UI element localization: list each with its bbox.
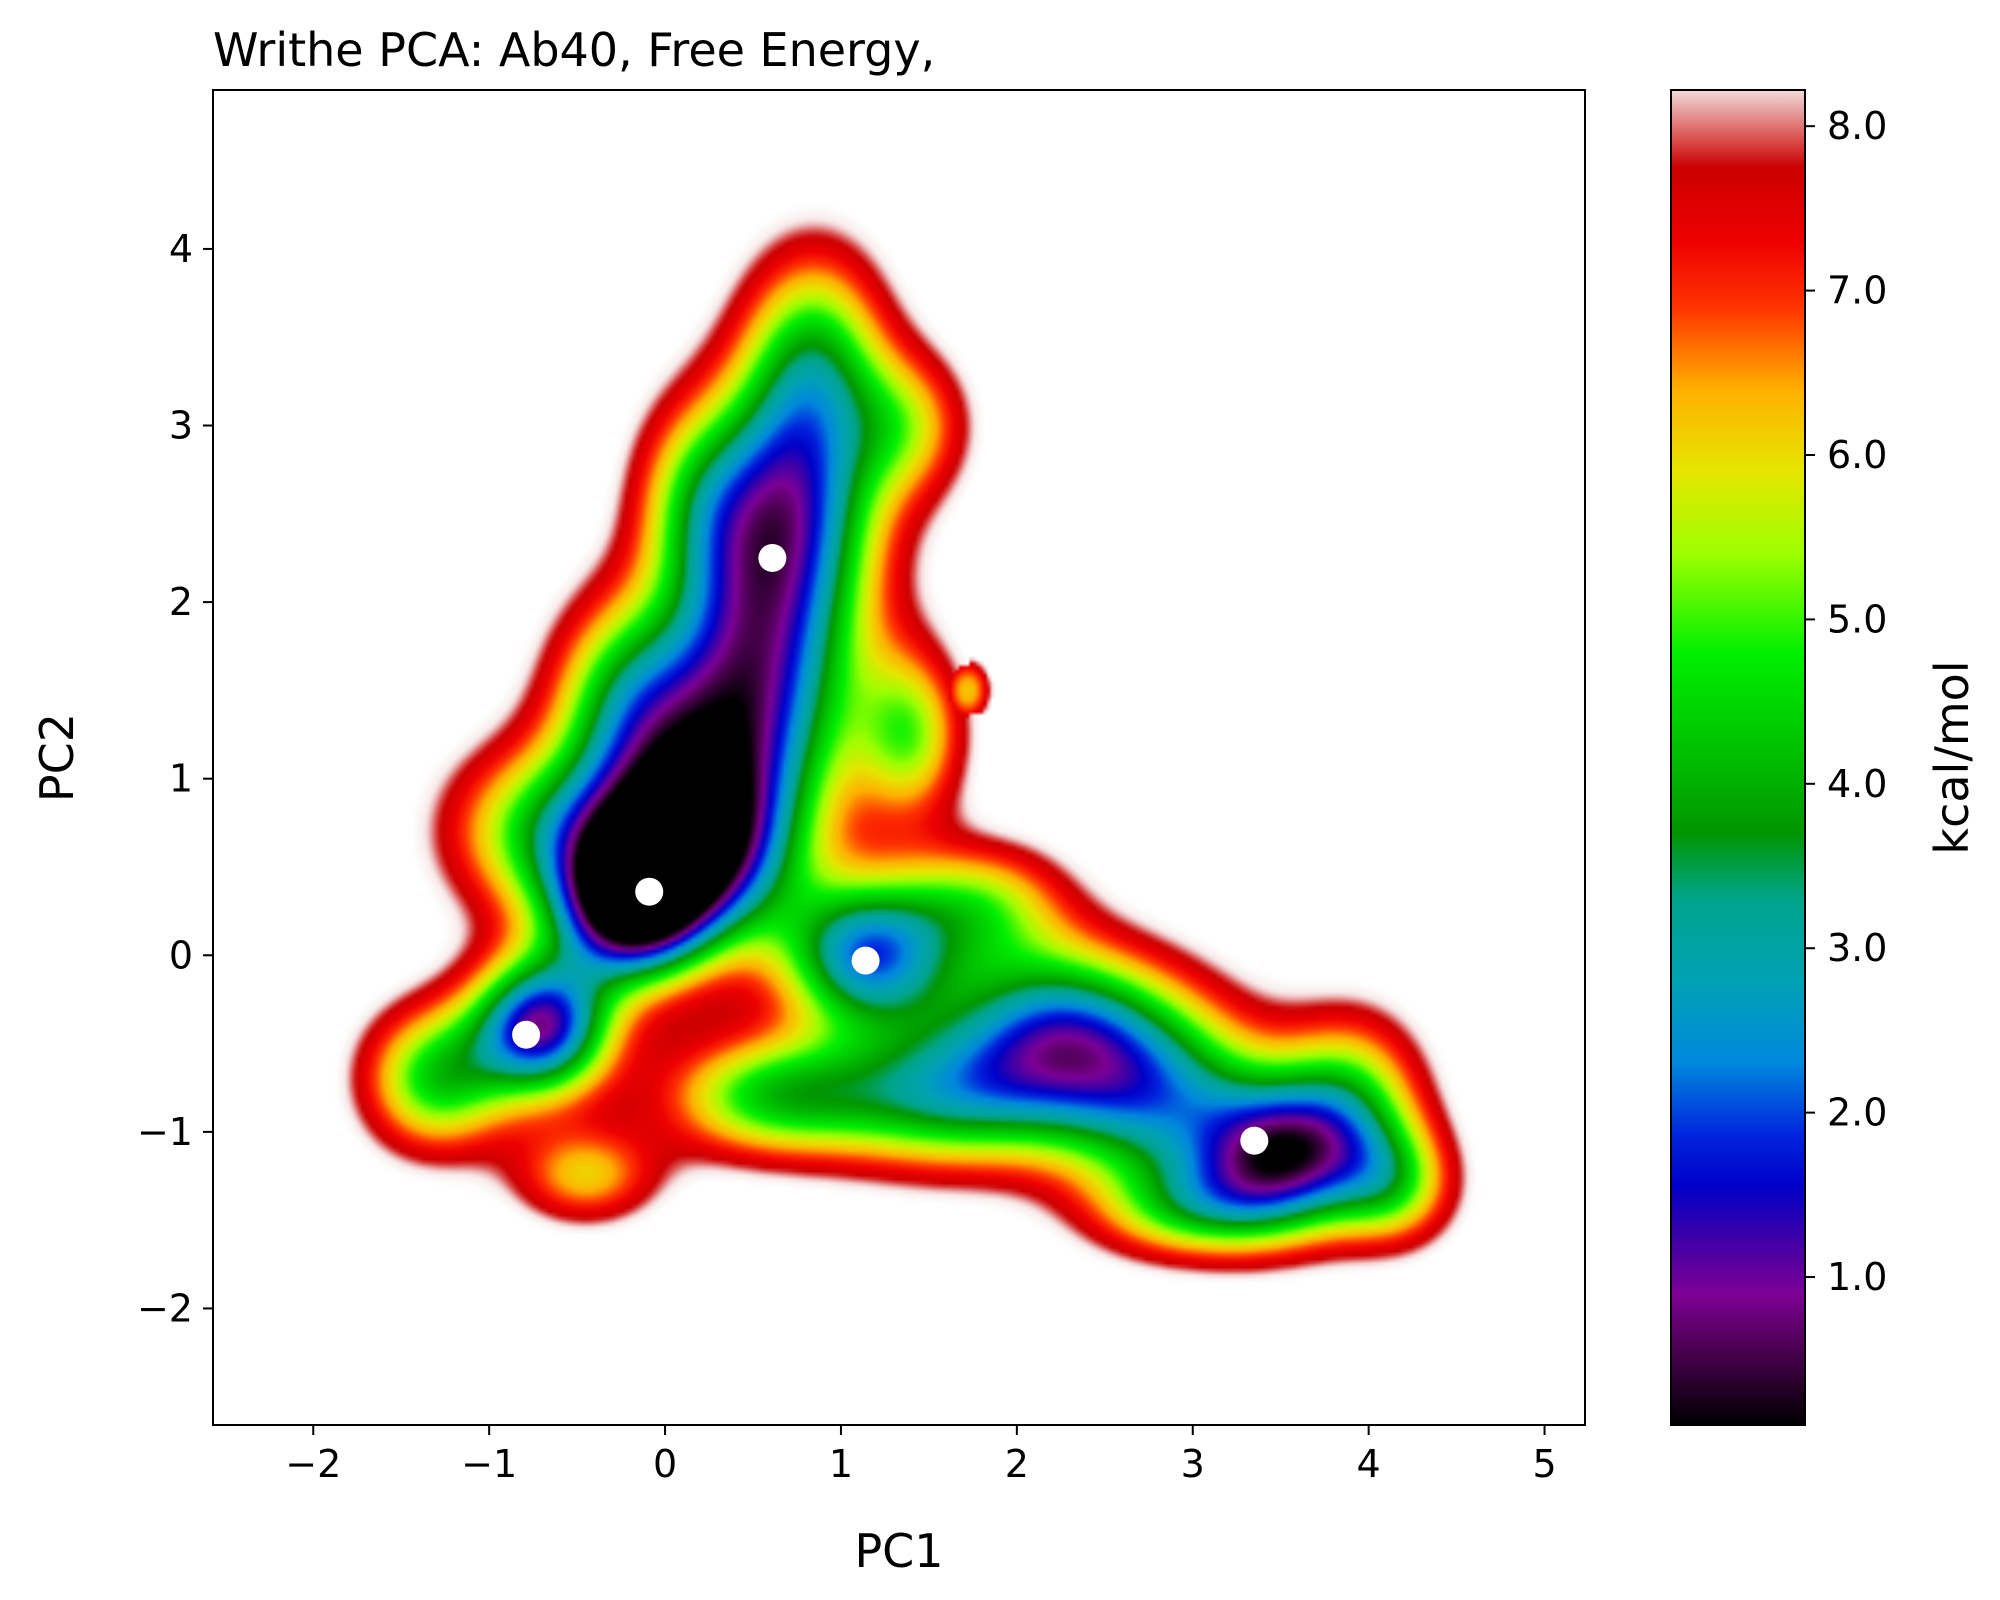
y-tick-label: −1 xyxy=(137,1110,193,1154)
x-tick-label: 3 xyxy=(1181,1442,1205,1486)
minimum-point-5 xyxy=(1240,1126,1269,1155)
colorbar: 1.0 2.0 3.0 4.0 5.0 6.0 7.0 8.0 kcal/mol xyxy=(1670,89,1979,1426)
x-axis-label: PC1 xyxy=(854,1524,943,1578)
minimum-point-4 xyxy=(851,946,880,975)
minimum-point-1 xyxy=(512,1020,541,1049)
colorbar-ticks: 1.0 2.0 3.0 4.0 5.0 6.0 7.0 8.0 xyxy=(1805,104,1887,1299)
colorbar-gradient xyxy=(1670,89,1806,1426)
plot-frame xyxy=(212,89,1586,1426)
y-tick-label: 4 xyxy=(169,227,193,271)
y-axis-label: PC2 xyxy=(30,713,84,802)
minima-points xyxy=(512,543,1269,1155)
x-tick-label: −1 xyxy=(461,1442,517,1486)
colorbar-label: kcal/mol xyxy=(1925,660,1979,854)
colorbar-tick-label: 7.0 xyxy=(1827,269,1887,313)
y-tick-label: 2 xyxy=(169,580,193,624)
chart-title: Writhe PCA: Ab40, Free Energy, xyxy=(213,23,935,77)
colorbar-tick-label: 2.0 xyxy=(1827,1091,1887,1135)
x-tick-label: 4 xyxy=(1357,1442,1381,1486)
plot-area xyxy=(212,89,1586,1426)
colorbar-tick-label: 4.0 xyxy=(1827,762,1887,806)
x-axis: −2 −1 0 1 2 3 4 5 xyxy=(285,1425,1557,1486)
x-tick-label: 1 xyxy=(829,1442,853,1486)
x-tick-label: 2 xyxy=(1005,1442,1029,1486)
y-tick-label: 1 xyxy=(169,757,193,801)
colorbar-tick-label: 8.0 xyxy=(1827,104,1887,148)
colorbar-tick-label: 3.0 xyxy=(1827,926,1887,970)
x-tick-label: 5 xyxy=(1532,1442,1556,1486)
y-tick-label: 3 xyxy=(169,404,193,448)
colorbar-tick-label: 6.0 xyxy=(1827,433,1887,477)
x-tick-label: −2 xyxy=(285,1442,341,1486)
x-tick-label: 0 xyxy=(653,1442,677,1486)
free-energy-heatmap xyxy=(213,90,1585,1425)
minimum-point-2 xyxy=(635,877,664,906)
y-tick-label: −2 xyxy=(137,1286,193,1330)
colorbar-tick-label: 5.0 xyxy=(1827,597,1887,641)
minimum-point-3 xyxy=(758,543,787,572)
colorbar-tick-label: 1.0 xyxy=(1827,1255,1887,1299)
y-tick-label: 0 xyxy=(169,933,193,977)
y-axis: −2 −1 0 1 2 3 4 xyxy=(137,227,213,1330)
